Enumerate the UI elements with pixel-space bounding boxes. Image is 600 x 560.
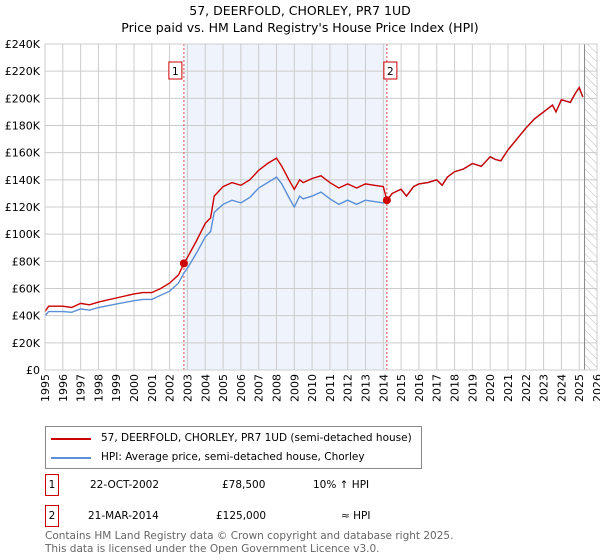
- y-tick-label: £220K: [5, 65, 41, 78]
- footer-copyright: Contains HM Land Registry data © Crown c…: [45, 530, 454, 542]
- x-tick-label: 2019: [466, 374, 479, 402]
- x-tick-label: 1997: [75, 374, 88, 402]
- x-tick-label: 2009: [288, 374, 301, 402]
- y-tick-label: £20K: [12, 337, 41, 350]
- x-tick-label: 1995: [39, 374, 52, 402]
- price-chart: 1995 1996 1997 1998 1999 2000 2001 2002 2003 2004…: [5, 38, 600, 402]
- transaction-row: 1 22-OCT-2002 £78,500 10% ↑ HPI: [45, 474, 445, 498]
- transaction-hpi: 10% ↑ HPI: [313, 479, 370, 491]
- x-tick-label: 2017: [431, 374, 444, 402]
- x-tick-label: 2001: [146, 374, 159, 402]
- y-tick-label: £60K: [12, 283, 41, 296]
- chart-title: 57, DEERFOLD, CHORLEY, PR7 1UD: [189, 3, 411, 18]
- x-tick-label: 2013: [360, 374, 373, 402]
- x-tick-label: 2000: [128, 374, 141, 402]
- legend-hpi: HPI: Average price, semi-detached house,…: [101, 451, 365, 463]
- x-tick-label: 2003: [181, 374, 194, 402]
- x-tick-label: 2021: [502, 374, 515, 402]
- x-tick-label: 2016: [413, 374, 426, 402]
- transaction-date: 21-MAR-2014: [88, 510, 159, 522]
- x-tick-label: 2006: [235, 374, 248, 402]
- y-tick-label: £0: [26, 364, 40, 377]
- price-line: [44, 85, 584, 312]
- x-tick-label: 2014: [377, 374, 390, 402]
- transaction-badge: 2: [45, 505, 59, 527]
- transaction-row: 2 21-MAR-2014 £125,000 ≈ HPI: [45, 505, 445, 529]
- chart-subtitle: Price paid vs. HM Land Registry's House …: [121, 20, 479, 35]
- y-tick-label: £80K: [12, 255, 41, 268]
- transaction-date: 22-OCT-2002: [90, 479, 159, 491]
- y-tick-label: £240K: [5, 38, 41, 51]
- x-tick-label: 2004: [199, 374, 212, 402]
- x-tick-label: 2024: [555, 374, 568, 402]
- transaction-price: £125,000: [216, 510, 267, 522]
- y-tick-label: £180K: [5, 120, 41, 133]
- x-tick-label: 2025: [573, 374, 586, 402]
- x-tick-label: 2005: [217, 374, 230, 402]
- sale-badge-label: 1: [172, 66, 179, 78]
- x-tick-label: 2018: [449, 374, 462, 402]
- y-tick-label: £200K: [5, 92, 41, 105]
- y-tick-label: £40K: [12, 310, 41, 323]
- hpi-line-swatch: [51, 456, 91, 459]
- sale-badge: [168, 61, 183, 80]
- sale-badge: [383, 61, 398, 80]
- transaction-badge: 1: [45, 474, 59, 496]
- transaction-price: £78,500: [222, 479, 266, 491]
- x-tick-label: 2012: [342, 374, 355, 402]
- x-tick-label: 2008: [270, 374, 283, 402]
- x-tick-label: 2020: [484, 374, 497, 402]
- sale-badge-label: 2: [387, 66, 394, 78]
- legend-price: 57, DEERFOLD, CHORLEY, PR7 1UD (semi-det…: [101, 432, 412, 444]
- x-tick-label: 1999: [110, 374, 123, 402]
- x-tick-label: 2026: [591, 374, 600, 402]
- x-tick-label: 2023: [538, 374, 551, 402]
- legend: 57, DEERFOLD, CHORLEY, PR7 1UD (semi-det…: [45, 426, 422, 469]
- x-tick-label: 2007: [253, 374, 266, 402]
- plot-frame: [44, 43, 598, 371]
- x-tick-label: 2022: [520, 374, 533, 402]
- x-tick-label: 1996: [57, 374, 70, 402]
- x-tick-label: 1998: [92, 374, 105, 402]
- y-tick-label: £140K: [5, 174, 41, 187]
- x-tick-label: 2011: [324, 374, 337, 402]
- x-tick-label: 2010: [306, 374, 319, 402]
- transaction-hpi: ≈ HPI: [341, 510, 371, 522]
- x-tick-label: 2002: [164, 374, 177, 402]
- footer: Contains HM Land Registry data © Crown c…: [45, 530, 453, 556]
- sale-point: [179, 259, 188, 268]
- footer-licence: This data is licensed under the Open Gov…: [45, 543, 380, 555]
- sale-point: [382, 196, 391, 205]
- y-tick-label: £120K: [5, 201, 41, 214]
- x-tick-label: 2015: [395, 374, 408, 402]
- y-tick-label: £100K: [5, 228, 41, 241]
- y-tick-label: £160K: [5, 147, 41, 160]
- price-line-swatch: [51, 437, 91, 440]
